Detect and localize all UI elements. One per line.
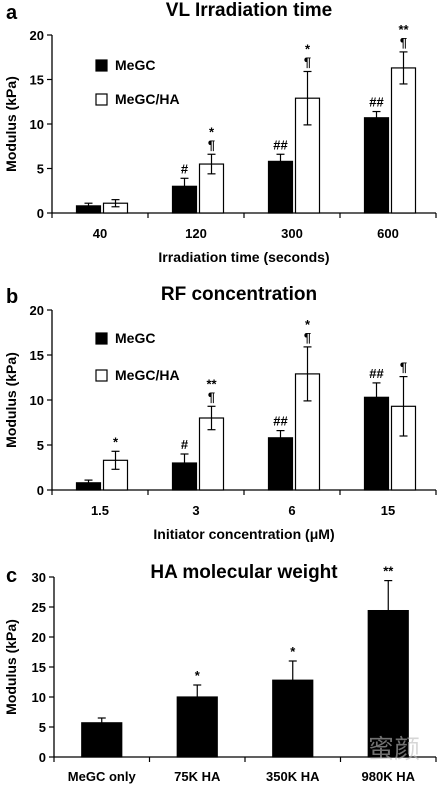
x-tick-label: 15: [381, 503, 395, 518]
bar: [198, 163, 225, 214]
panel-letter: a: [6, 2, 18, 24]
x-axis-label: Initiator concentration (μM): [153, 526, 334, 542]
panel-letter: c: [6, 565, 17, 587]
bar: [363, 117, 390, 214]
chart-panel-a: a VL Irradiation time 0 5 10 15 20 40 120 300 600 I…: [3, 0, 437, 265]
y-tick-label: 20: [30, 28, 44, 43]
significance-label: ¶: [400, 360, 407, 375]
significance-label: ##: [369, 95, 384, 110]
legend-label: MeGC/HA: [115, 367, 180, 383]
significance-label: ¶: [304, 330, 311, 345]
significance-label: *: [113, 434, 119, 449]
y-tick-label: 0: [39, 750, 46, 765]
significance-label: ¶: [304, 54, 311, 69]
bar: [363, 396, 390, 491]
y-axis-label: Modulus (kPa): [3, 619, 19, 715]
legend-swatch: [95, 332, 108, 345]
x-tick-label: 300: [281, 226, 303, 241]
y-tick-label: 20: [32, 630, 46, 645]
legend-swatch: [95, 59, 108, 72]
bar: [267, 437, 294, 491]
x-tick-label: 600: [377, 226, 399, 241]
significance-label: *: [305, 317, 311, 332]
x-tick-label: 40: [93, 226, 107, 241]
significance-label: *: [305, 41, 311, 56]
x-tick-label: 3: [192, 503, 199, 518]
significance-label: ¶: [400, 35, 407, 50]
bar: [81, 722, 123, 758]
y-tick-label: 5: [37, 162, 44, 177]
y-tick-label: 15: [30, 348, 44, 363]
legend-label: MeGC/HA: [115, 91, 180, 107]
x-tick-label: 350K HA: [266, 769, 320, 784]
chart-title: RF concentration: [161, 284, 317, 305]
y-tick-label: 15: [32, 660, 46, 675]
watermark-text: 蜜颜: [368, 735, 420, 765]
y-tick-label: 10: [32, 690, 46, 705]
significance-label: ##: [273, 414, 288, 429]
x-tick-label: 1.5: [91, 503, 109, 518]
y-tick-label: 5: [37, 438, 44, 453]
y-tick-label: 0: [37, 483, 44, 498]
x-tick-label: 75K HA: [174, 769, 221, 784]
y-tick-label: 30: [32, 570, 46, 585]
legend-label: MeGC: [115, 57, 155, 73]
bar: [102, 459, 129, 491]
y-tick-label: 20: [30, 303, 44, 318]
significance-label: *: [195, 668, 201, 683]
bar: [390, 67, 417, 214]
significance-label: **: [398, 22, 409, 37]
y-tick-label: 10: [30, 393, 44, 408]
bar: [267, 160, 294, 214]
significance-label: **: [383, 564, 394, 579]
panel-letter: b: [6, 286, 18, 308]
y-tick-label: 15: [30, 73, 44, 88]
significance-label: **: [206, 376, 217, 391]
chart-title: HA molecular weight: [150, 562, 338, 583]
x-tick-label: 120: [185, 226, 207, 241]
significance-label: *: [290, 644, 296, 659]
chart-panel-b: b RF concentration 0 5 10 15 20 1.5 3 6 15 Initiato…: [3, 284, 437, 542]
significance-label: #: [181, 161, 189, 176]
significance-label: ##: [369, 366, 384, 381]
y-axis-label: Modulus (kPa): [3, 352, 19, 448]
significance-label: #: [181, 437, 189, 452]
y-tick-label: 25: [32, 600, 46, 615]
significance-label: ¶: [208, 389, 215, 404]
legend-label: MeGC: [115, 330, 155, 346]
significance-label: *: [209, 124, 215, 139]
chart-title: VL Irradiation time: [166, 0, 332, 21]
significance-label: ##: [273, 137, 288, 152]
y-tick-label: 5: [39, 720, 46, 735]
x-axis-label: Irradiation time (seconds): [158, 249, 329, 265]
x-tick-label: 6: [288, 503, 295, 518]
y-tick-label: 10: [30, 117, 44, 132]
significance-label: ¶: [208, 137, 215, 152]
legend-swatch: [95, 93, 108, 106]
y-tick-label: 0: [37, 206, 44, 221]
y-axis-label: Modulus (kPa): [3, 76, 19, 172]
x-tick-label: MeGC only: [68, 769, 137, 784]
chart-panel-c: c HA molecular weight 0 5 10 15 20 25 30 MeGC onl…: [3, 562, 437, 784]
x-tick-label: 980K HA: [362, 769, 416, 784]
legend-swatch: [95, 369, 108, 382]
